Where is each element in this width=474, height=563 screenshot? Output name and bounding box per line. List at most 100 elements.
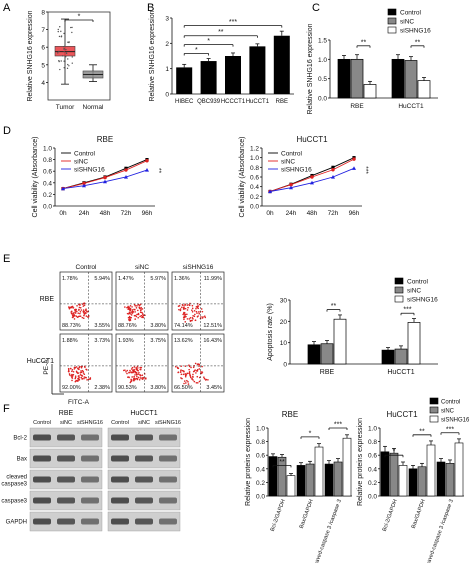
e-y-axis-label: PE-A bbox=[43, 359, 50, 375]
e-y-tick-label: 30 bbox=[280, 298, 288, 305]
e-event-dot bbox=[185, 315, 187, 318]
d1-data-point bbox=[145, 159, 149, 163]
panel-label-d: D bbox=[3, 125, 11, 137]
e-event-dot bbox=[137, 367, 139, 369]
e-event-dot bbox=[203, 315, 206, 317]
e-event-dot bbox=[181, 369, 184, 372]
a-data-point bbox=[60, 60, 62, 62]
e-event-dot bbox=[196, 312, 198, 314]
c-y-tick-label: 0.0 bbox=[318, 96, 327, 103]
e-event-dot bbox=[196, 368, 199, 371]
f-blot-band bbox=[135, 518, 153, 525]
e-event-dot bbox=[197, 363, 199, 366]
c-legend-label: siNC bbox=[400, 19, 414, 26]
e-event-dot bbox=[134, 374, 136, 376]
e-quadrant-q2-value: 16.43% bbox=[203, 338, 222, 344]
d1-legend-label: siNC bbox=[74, 159, 88, 166]
e-event-dot bbox=[200, 372, 202, 375]
a-data-point bbox=[63, 51, 65, 53]
e-event-dot bbox=[135, 307, 138, 309]
d2-y-axis-label: Cell viability (Absorbance) bbox=[239, 137, 246, 218]
d2-y-tick-label: 0.6 bbox=[250, 175, 259, 182]
c-legend-swatch bbox=[387, 26, 397, 34]
f-blot-lane-label: siNC bbox=[138, 420, 150, 426]
c-legend-swatch bbox=[387, 8, 397, 16]
e-event-dot bbox=[78, 379, 81, 381]
f1-y-tick-label: 0.2 bbox=[256, 480, 265, 487]
e-event-dot bbox=[142, 314, 144, 316]
e-quadrant-q4-value: 3.45% bbox=[206, 385, 222, 391]
f-blot-band bbox=[57, 476, 75, 483]
e-event-dot bbox=[203, 376, 205, 379]
e-quadrant-q4-value: 3.80% bbox=[150, 385, 166, 391]
e-event-dot bbox=[141, 378, 144, 380]
d1-data-point bbox=[124, 168, 128, 172]
e-event-dot bbox=[195, 307, 197, 310]
e-event-dot bbox=[129, 313, 132, 315]
e-quadrant-q2-value: 3.73% bbox=[94, 338, 110, 344]
a-data-point bbox=[57, 52, 59, 54]
b-bar bbox=[200, 61, 217, 94]
e-legend-swatch bbox=[394, 277, 404, 285]
d2-y-tick-label: 0.8 bbox=[250, 165, 259, 172]
e-event-dot bbox=[80, 371, 83, 374]
f2-bar bbox=[445, 463, 455, 497]
e-event-dot bbox=[69, 306, 72, 309]
e-event-dot bbox=[71, 375, 74, 377]
e-event-dot bbox=[187, 383, 190, 385]
e-event-dot bbox=[76, 316, 79, 318]
f2-significance: *** bbox=[446, 426, 454, 433]
e-event-dot bbox=[141, 316, 143, 319]
c-legend-swatch bbox=[387, 17, 397, 25]
f2-title: HuCCT1 bbox=[386, 410, 418, 419]
e-flow-plot bbox=[59, 271, 113, 331]
d2-legend-label: Control bbox=[281, 151, 303, 158]
d1-y-tick-label: 0.4 bbox=[43, 180, 52, 187]
d2-data-point bbox=[310, 180, 314, 185]
e-event-dot bbox=[73, 366, 76, 369]
e-event-dot bbox=[73, 318, 76, 320]
d1-legend-label: Control bbox=[74, 151, 96, 158]
f1-y-tick-label: 0.0 bbox=[256, 494, 265, 501]
e-event-dot bbox=[134, 305, 137, 307]
e-event-dot bbox=[139, 309, 142, 312]
e-event-dot bbox=[198, 380, 201, 383]
e-quadrant-q1-value: 1.47% bbox=[118, 276, 134, 282]
e-event-dot bbox=[86, 379, 88, 381]
e-event-dot bbox=[79, 306, 82, 309]
e-quadrant-q1-value: 1.88% bbox=[62, 338, 78, 344]
e-event-dot bbox=[72, 373, 75, 376]
e-event-dot bbox=[137, 313, 140, 316]
f-blot-lane-label: siNC bbox=[60, 420, 72, 426]
e-quadrant-q2-value: 11.99% bbox=[204, 276, 222, 282]
e-event-dot bbox=[190, 319, 192, 322]
a-data-point bbox=[67, 58, 69, 60]
a-data-point bbox=[68, 65, 70, 67]
e-event-dot bbox=[132, 311, 135, 313]
e-event-dot bbox=[80, 370, 82, 372]
e-event-dot bbox=[141, 311, 143, 314]
panel-label-e: E bbox=[3, 253, 10, 265]
e-event-dot bbox=[76, 371, 78, 374]
e-event-dot bbox=[191, 378, 193, 380]
a-significance: * bbox=[78, 14, 81, 21]
e-event-dot bbox=[79, 311, 82, 313]
e-event-dot bbox=[138, 307, 141, 309]
e-significance: ** bbox=[331, 303, 337, 310]
e-event-dot bbox=[130, 379, 133, 382]
c-y-tick-label: 1.0 bbox=[318, 57, 327, 64]
e-event-dot bbox=[139, 373, 141, 376]
e-event-dot bbox=[127, 305, 129, 308]
e-event-dot bbox=[140, 314, 143, 317]
e-event-dot bbox=[180, 373, 183, 376]
panel-label-b: B bbox=[147, 2, 154, 14]
e-event-dot bbox=[130, 316, 132, 319]
d2-significance: *** bbox=[362, 166, 369, 174]
e-event-dot bbox=[77, 375, 80, 377]
f2-significance: ** bbox=[419, 428, 425, 435]
a-y-tick-label: 5 bbox=[41, 62, 45, 69]
e-event-dot bbox=[182, 316, 185, 319]
e-event-dot bbox=[194, 313, 196, 316]
e-event-dot bbox=[133, 368, 135, 371]
e-event-dot bbox=[132, 369, 134, 372]
